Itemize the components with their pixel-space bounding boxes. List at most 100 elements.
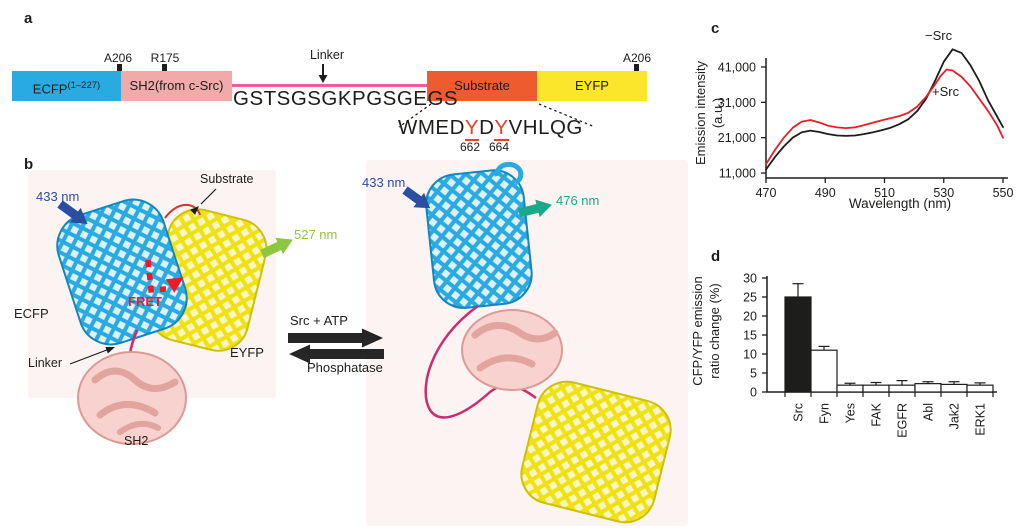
eyfp-domain-label: EYFP (575, 78, 609, 93)
sh2-domain-right (461, 309, 563, 391)
d-bar-jak2 (940, 383, 968, 393)
c-y-tick-label: 31,000 (718, 96, 756, 110)
substrate-leader-left (398, 103, 432, 128)
d-bar-erk1 (966, 384, 994, 393)
closed-conformation-structure (56, 188, 293, 445)
excitation-arrow-left (57, 200, 88, 224)
panel-b-letter: b (24, 156, 34, 173)
substrate-seq-mid: D (479, 116, 495, 139)
c-series-label: −Src (925, 28, 953, 43)
kinase-specificity-chart: 0 5 10 15 20 25 30 Src Fyn Yes FAK EGFR Abl Jak2 ERK1 (743, 272, 997, 438)
c-y-tick-label: 11,000 (719, 167, 756, 181)
r175-tick (162, 64, 167, 71)
d-bar-abl (914, 383, 942, 393)
substrate-sequence: WMEDYDYVHLQG (398, 116, 583, 141)
panel-c-letter: c (711, 20, 720, 37)
reaction-reverse-label: Phosphatase (307, 360, 383, 375)
d-category-label: Fyn (818, 403, 832, 424)
substrate-seq-tyr662: Y (464, 116, 480, 141)
c-series-plus-src (765, 68, 1004, 166)
substrate-strand (164, 203, 201, 219)
c-x-tick-label: 510 (874, 186, 895, 200)
d-y-tick-label: 30 (743, 272, 757, 286)
emission-476-label: 476 nm (556, 193, 600, 208)
substrate-seq-pre: WMED (398, 116, 465, 139)
eyfp-domain-box: EYFP (537, 71, 647, 101)
d-bar-yes (836, 384, 864, 393)
linker-structure-label: Linker (28, 356, 63, 370)
d-category-label: Src (792, 403, 806, 422)
residue-662-label: 662 (459, 140, 481, 154)
d-bar-src (784, 296, 812, 393)
substrate-domain-box: Substrate (427, 71, 537, 101)
ecfp-structure-label: ECFP (14, 306, 49, 321)
c-x-tick-label: 470 (756, 186, 777, 200)
d-category-label: Jak2 (948, 403, 962, 429)
fret-dashed-path (145, 259, 167, 293)
d-y-tick-label: 20 (743, 310, 757, 324)
d-y-tick-label: 10 (743, 348, 757, 362)
excitation-arrow-right (402, 186, 431, 209)
c-axes (765, 58, 1008, 179)
residue-664-label: 664 (488, 140, 510, 154)
substrate-seq-tyr664: Y (494, 116, 509, 141)
c-series-minus-src (765, 48, 1004, 171)
sh2-domain-label: SH2(from c-Src) (129, 78, 224, 93)
substrate-leader-right (538, 103, 596, 128)
emission-spectrum-chart: 470 490 510 530 550 11,000 21,000 31,000 41,000 −… (718, 28, 1014, 200)
reverse-arrow (289, 344, 384, 364)
panel-d-letter: d (711, 248, 721, 265)
excitation-433-right-label: 433 nm (362, 175, 406, 190)
emission-arrow-left (260, 237, 293, 259)
d-category-label: ERK1 (974, 403, 988, 436)
panel-c-x-axis-label: Wavelength (nm) (848, 196, 952, 211)
ecfp-domain-label: ECFP (32, 81, 68, 97)
panel-a-letter: a (24, 10, 33, 27)
ecfp-barrel-right (425, 169, 533, 309)
d-y-tick-label: 5 (750, 367, 757, 381)
c-series-label: +Src (932, 84, 960, 99)
panel-d-y-axis-label: CFP/YFP emission ratio change (%) (690, 276, 722, 386)
substrate-domain-label: Substrate (454, 78, 510, 93)
ecfp-domain-sup: (1–227) (67, 80, 101, 91)
c-x-tick-label: 530 (933, 186, 954, 200)
linker-arrowhead (318, 75, 328, 83)
linker-sequence: GSTSGSGKPGSGEGS (233, 87, 459, 110)
reaction-forward-label: Src + ATP (290, 313, 348, 328)
a206-right-tick (634, 64, 639, 71)
forward-arrow (288, 328, 383, 348)
c-x-tick-label: 550 (993, 186, 1014, 200)
emission-527-label: 527 nm (294, 227, 338, 242)
substrate-seq-post: VHLQG (508, 116, 583, 139)
d-y-tick-label: 0 (750, 386, 757, 400)
d-y-tick-label: 15 (743, 329, 757, 343)
a206-left-label: A206 (103, 51, 133, 65)
c-y-tick-label: 21,000 (718, 131, 756, 145)
c-y-tick-label: 41,000 (718, 61, 756, 75)
c-x-tick-label: 490 (815, 186, 836, 200)
linker-pointer (69, 347, 113, 365)
open-conformation-structure (402, 161, 672, 524)
substrate-pointer (200, 188, 217, 205)
r175-label: R175 (150, 51, 180, 65)
d-category-label: EGFR (896, 403, 910, 438)
sh2-domain-box: SH2(from c-Src) (121, 71, 232, 101)
eyfp-barrel-right (520, 380, 672, 524)
substrate-pointer-head (190, 206, 199, 215)
a206-right-label: A206 (622, 51, 652, 65)
linker-pointer-head (105, 346, 115, 354)
d-category-label: Abl (922, 403, 936, 421)
ecfp-top-loop (494, 161, 524, 186)
sh2-domain-left (77, 351, 187, 445)
emission-arrow-right (517, 199, 552, 218)
ecfp-barrel-left (56, 198, 188, 346)
d-category-label: Yes (844, 403, 858, 423)
panel-c-y-axis-label: Emission intensity (a.u.) (693, 60, 725, 166)
d-y-tick-label: 25 (743, 291, 757, 305)
ecfp-domain-box: ECFP(1–227) (12, 71, 121, 101)
excitation-433-left-label: 433 nm (36, 189, 80, 204)
fret-arrowhead (165, 277, 184, 293)
d-bar-egfr (888, 384, 916, 393)
d-category-label: FAK (870, 402, 884, 426)
